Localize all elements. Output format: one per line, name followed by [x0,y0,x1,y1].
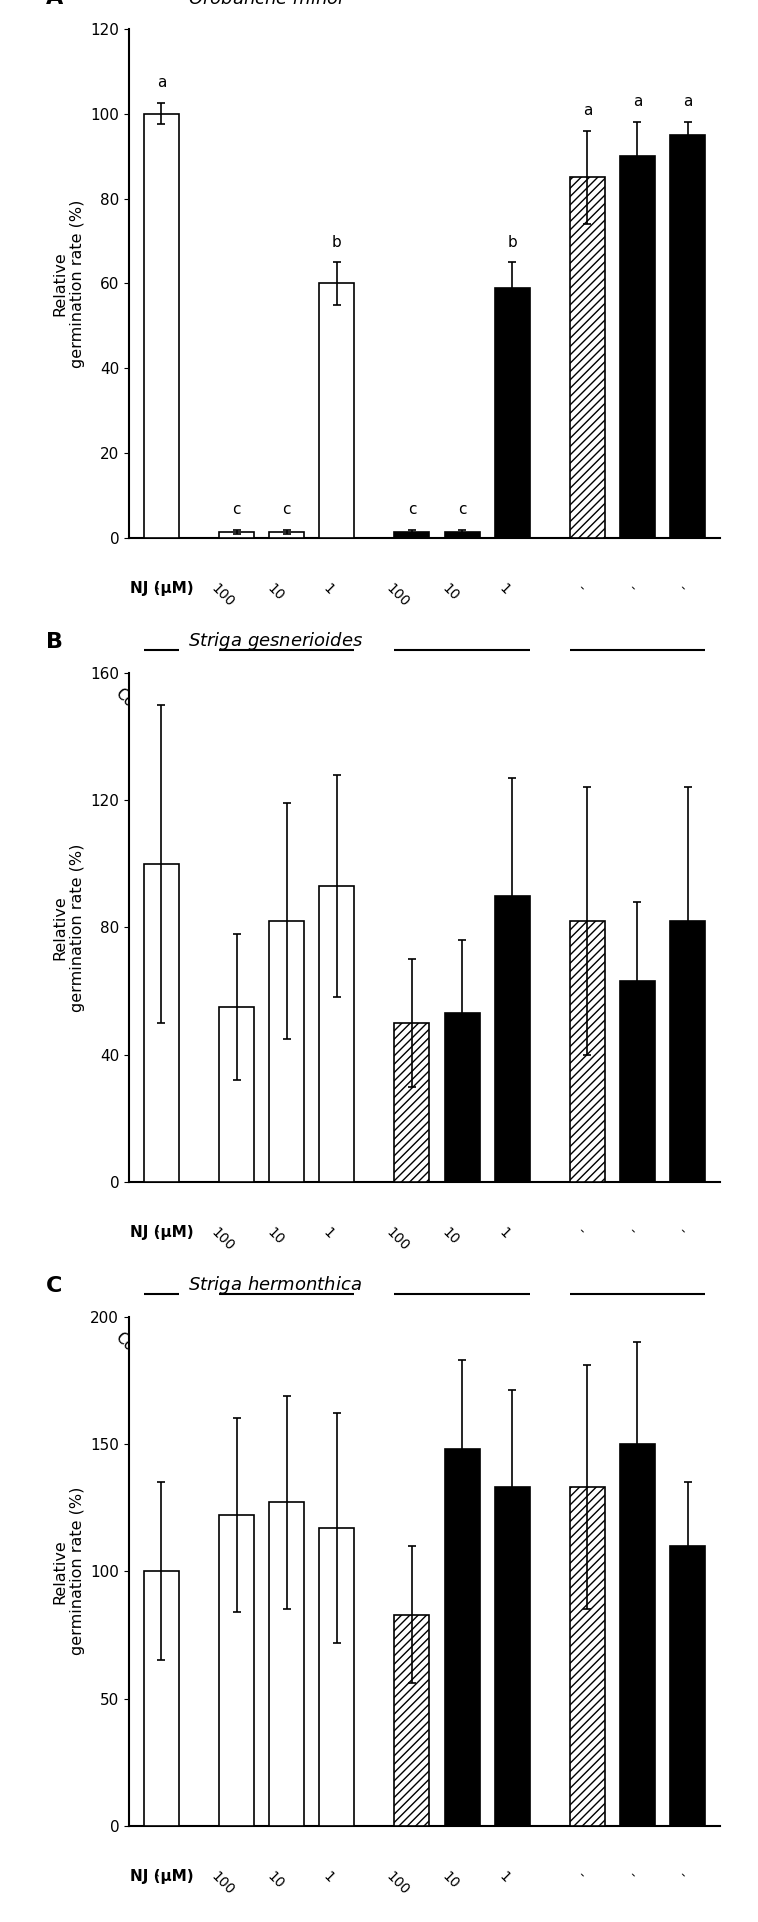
Bar [144,863,179,1182]
Text: c: c [233,502,241,517]
Text: Control: Control [111,686,161,736]
Text: $\it{Striga}$ $\it{hermonthica}$: $\it{Striga}$ $\it{hermonthica}$ [188,1274,362,1295]
Bar [444,532,480,538]
Bar [319,886,354,1182]
Bar [570,1488,605,1826]
Text: 100: 100 [208,1226,236,1253]
Text: -: - [148,1226,161,1238]
Text: -: - [624,1870,637,1882]
Bar [495,1488,530,1826]
Text: a: a [583,104,592,117]
Bar [269,921,304,1182]
Text: CMB: CMB [428,686,462,721]
Text: MMB: MMB [601,1330,637,1367]
Bar [219,1515,254,1826]
Text: c: c [283,502,291,517]
Text: b: b [507,234,517,250]
Text: -: - [574,1870,587,1882]
Text: NJ (μM): NJ (μM) [130,1870,194,1884]
Text: Standard: Standard [227,1330,287,1390]
Bar [620,1443,655,1826]
Text: 1: 1 [321,582,337,598]
Text: 10: 10 [440,1226,462,1247]
Bar [444,1449,480,1826]
Text: 10: 10 [265,1870,287,1891]
Text: 100: 100 [384,1226,412,1253]
Bar [495,896,530,1182]
Bar [620,156,655,538]
Text: Standard: Standard [227,686,287,746]
Bar [219,532,254,538]
Text: $\it{Orobanche}$ $\it{minor}$: $\it{Orobanche}$ $\it{minor}$ [188,0,348,8]
Text: -: - [148,582,161,594]
Text: 1: 1 [496,1226,512,1242]
Bar [570,177,605,538]
Text: MMB: MMB [601,686,637,723]
Bar [670,1545,705,1826]
Bar [444,1013,480,1182]
Text: a: a [683,94,692,110]
Bar [144,113,179,538]
Text: -: - [574,582,587,594]
Text: -: - [674,1870,688,1882]
Text: -: - [148,1870,161,1882]
Text: NJ (μM): NJ (μM) [130,582,194,596]
Y-axis label: Relative
germination rate (%): Relative germination rate (%) [52,1488,85,1655]
Text: 100: 100 [208,1870,236,1897]
Text: -: - [624,1226,637,1238]
Bar [269,532,304,538]
Text: 1: 1 [321,1870,337,1885]
Text: 1: 1 [496,582,512,598]
Bar [394,1023,430,1182]
Text: 100: 100 [384,1870,412,1897]
Text: 1: 1 [321,1226,337,1242]
Text: $\it{Striga}$ $\it{gesnerioides}$: $\it{Striga}$ $\it{gesnerioides}$ [188,630,363,652]
Text: -: - [674,582,688,594]
Text: a: a [157,75,166,90]
Bar [219,1007,254,1182]
Bar [670,135,705,538]
Text: C: C [46,1276,62,1295]
Bar [319,283,354,538]
Y-axis label: Relative
germination rate (%): Relative germination rate (%) [52,844,85,1011]
Bar [495,288,530,538]
Text: CMB: CMB [428,1330,462,1365]
Text: 100: 100 [384,582,412,609]
Text: -: - [624,582,637,594]
Bar [670,921,705,1182]
Text: Control: Control [111,1330,161,1380]
Bar [570,921,605,1182]
Text: 1: 1 [496,1870,512,1885]
Text: -: - [674,1226,688,1238]
Text: -: - [574,1226,587,1238]
Text: A: A [46,0,64,8]
Y-axis label: Relative
germination rate (%): Relative germination rate (%) [52,200,85,367]
Text: 100: 100 [208,582,236,609]
Text: 10: 10 [265,582,287,604]
Text: NJ (μM): NJ (μM) [130,1226,194,1240]
Text: 10: 10 [440,1870,462,1891]
Bar [394,1614,430,1826]
Bar [394,532,430,538]
Text: B: B [46,632,63,652]
Text: 10: 10 [265,1226,287,1247]
Text: c: c [408,502,416,517]
Bar [144,1572,179,1826]
Text: a: a [633,94,642,110]
Bar [620,982,655,1182]
Text: c: c [458,502,466,517]
Bar [319,1528,354,1826]
Bar [269,1503,304,1826]
Text: b: b [332,234,342,250]
Text: 10: 10 [440,582,462,604]
